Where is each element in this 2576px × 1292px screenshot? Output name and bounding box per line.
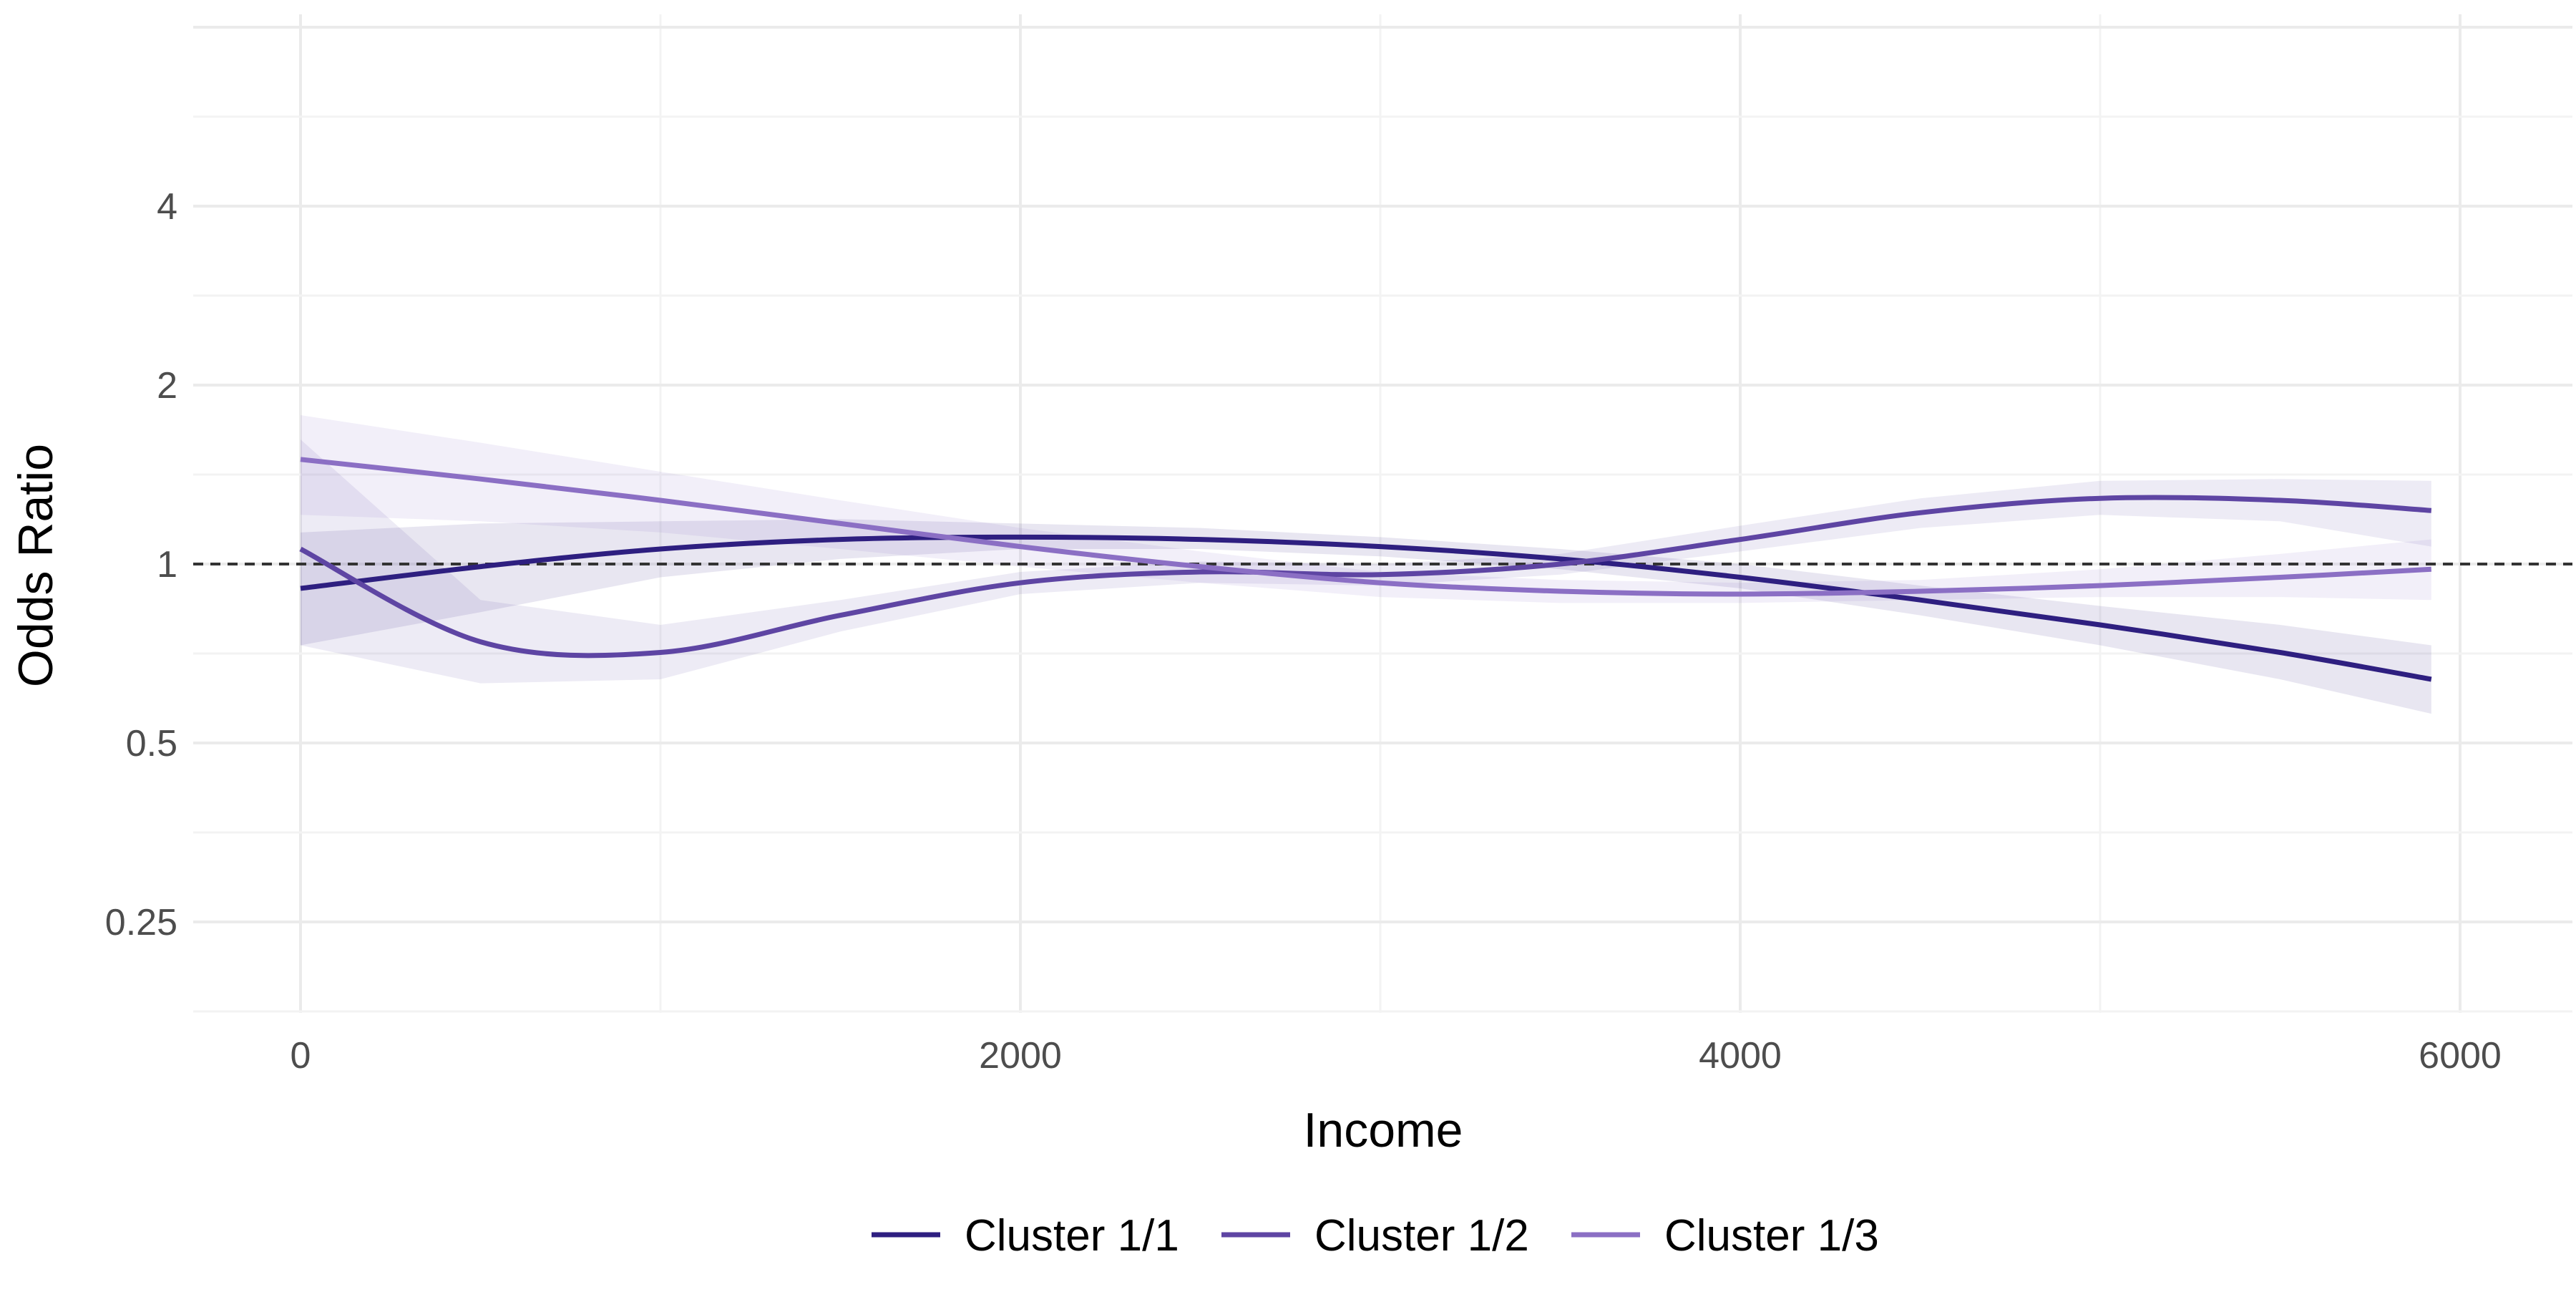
x-axis-title: Income: [1304, 1103, 1463, 1157]
x-tick-label: 6000: [2419, 1035, 2502, 1077]
confidence-band-2: [301, 439, 2431, 684]
x-tick-label: 0: [291, 1035, 311, 1077]
series-lines: [299, 457, 2432, 682]
y-tick-label: 1: [157, 544, 177, 586]
legend-item-2: Cluster 1/2: [1221, 1211, 1529, 1261]
y-tick-label: 0.25: [105, 902, 177, 943]
x-tick-label: 2000: [979, 1035, 1062, 1077]
legend-label: Cluster 1/3: [1664, 1211, 1879, 1261]
series-line-3: [300, 457, 2431, 597]
legend: Cluster 1/1 Cluster 1/2 Cluster 1/3: [872, 1211, 1879, 1261]
x-tick-label: 4000: [1699, 1035, 1782, 1077]
legend-label: Cluster 1/2: [1314, 1211, 1529, 1261]
legend-label: Cluster 1/1: [965, 1211, 1179, 1261]
legend-item-3: Cluster 1/3: [1571, 1211, 1879, 1261]
y-tick-label: 2: [157, 365, 177, 407]
legend-item-1: Cluster 1/1: [872, 1211, 1179, 1261]
confidence-band-1: [301, 519, 2431, 714]
y-tick-label: 4: [157, 186, 177, 228]
series-line-1: [300, 534, 2432, 682]
y-tick-label: 0.5: [126, 723, 177, 764]
tick-labels: 0 2000 4000 6000 0.25 0.5 1 2 4: [105, 186, 2502, 1077]
series-line-2: [299, 495, 2432, 659]
y-axis-title: Odds Ratio: [9, 444, 63, 687]
